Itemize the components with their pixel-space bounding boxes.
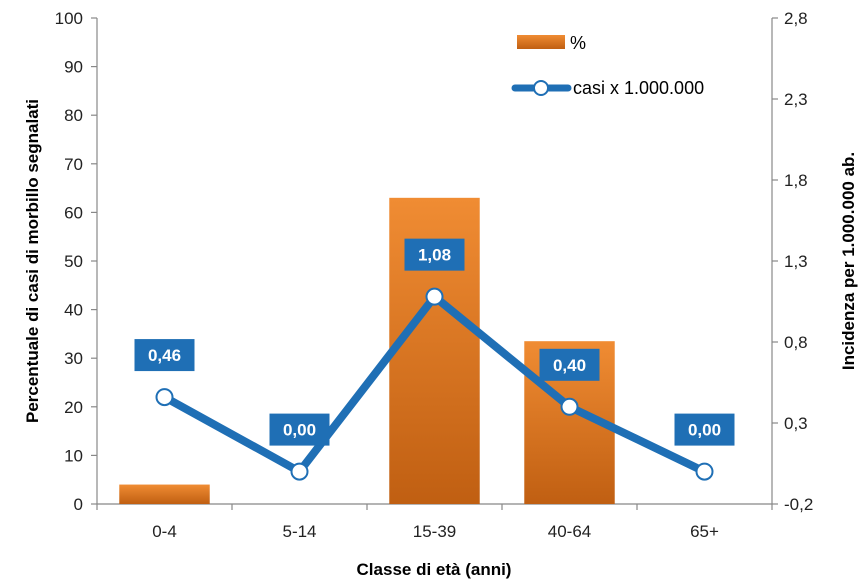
data-label-box (539, 348, 600, 381)
legend-bar-swatch (517, 35, 565, 49)
line-point (290, 462, 309, 481)
legend: % casi x 1.000.000 (511, 33, 704, 98)
x-tick-label: 65+ (690, 522, 719, 541)
x-tick-label: 5-14 (282, 522, 316, 541)
left-tick-label: 20 (64, 398, 83, 417)
line-point (695, 462, 714, 481)
data-label-box (269, 413, 330, 446)
x-tick-labels: 0-4 5-14 15-39 40-64 65+ (96, 504, 773, 541)
x-tick-label: 0-4 (152, 522, 177, 541)
left-tick-label: 80 (64, 106, 83, 125)
right-tick-label: 2,3 (784, 90, 808, 109)
y-axis-right-title: Incidenza per 1.000.000 ab. (839, 152, 858, 370)
left-tick-label: 100 (55, 9, 83, 28)
x-tick-label: 40-64 (548, 522, 591, 541)
line-series (155, 287, 714, 481)
legend-bar-label: % (570, 33, 586, 53)
left-tick-label: 0 (74, 495, 83, 514)
line-point (560, 397, 579, 416)
right-tick-label: 0,3 (784, 414, 808, 433)
line-point (155, 388, 174, 407)
right-tick-label: 1,8 (784, 171, 808, 190)
right-tick-label: 0,8 (784, 333, 808, 352)
left-tick-labels: 0 10 20 30 40 50 60 70 80 90 100 (55, 9, 97, 514)
legend-line-marker (533, 80, 549, 96)
right-tick-label: -0,2 (784, 495, 813, 514)
right-tick-label: 2,8 (784, 9, 808, 28)
left-tick-label: 10 (64, 446, 83, 465)
y-axis-title: Percentuale di casi di morbillo segnalat… (23, 99, 42, 423)
left-tick-label: 70 (64, 155, 83, 174)
x-axis-title: Classe di età (anni) (357, 560, 512, 579)
left-tick-label: 40 (64, 301, 83, 320)
right-tick-labels: -0,2 0,3 0,8 1,3 1,8 2,3 2,8 (772, 9, 813, 514)
legend-line-label: casi x 1.000.000 (573, 78, 704, 98)
data-label: 0,00 (283, 421, 316, 440)
bar (119, 484, 210, 504)
left-tick-label: 90 (64, 58, 83, 77)
right-tick-label: 1,3 (784, 252, 808, 271)
left-tick-label: 60 (64, 203, 83, 222)
data-label-box (404, 238, 465, 271)
data-label: 0,46 (148, 346, 181, 365)
data-label-box (674, 413, 735, 446)
data-label: 0,00 (688, 421, 721, 440)
bar-series (119, 197, 615, 504)
x-tick-label: 15-39 (413, 522, 456, 541)
data-label: 1,08 (418, 246, 451, 265)
data-label: 0,40 (553, 356, 586, 375)
left-tick-label: 30 (64, 349, 83, 368)
left-tick-label: 50 (64, 252, 83, 271)
data-labels: 0,46 0,00 1,08 0,40 0,00 (134, 238, 735, 446)
data-label-box (134, 339, 195, 372)
line-point (425, 287, 444, 306)
